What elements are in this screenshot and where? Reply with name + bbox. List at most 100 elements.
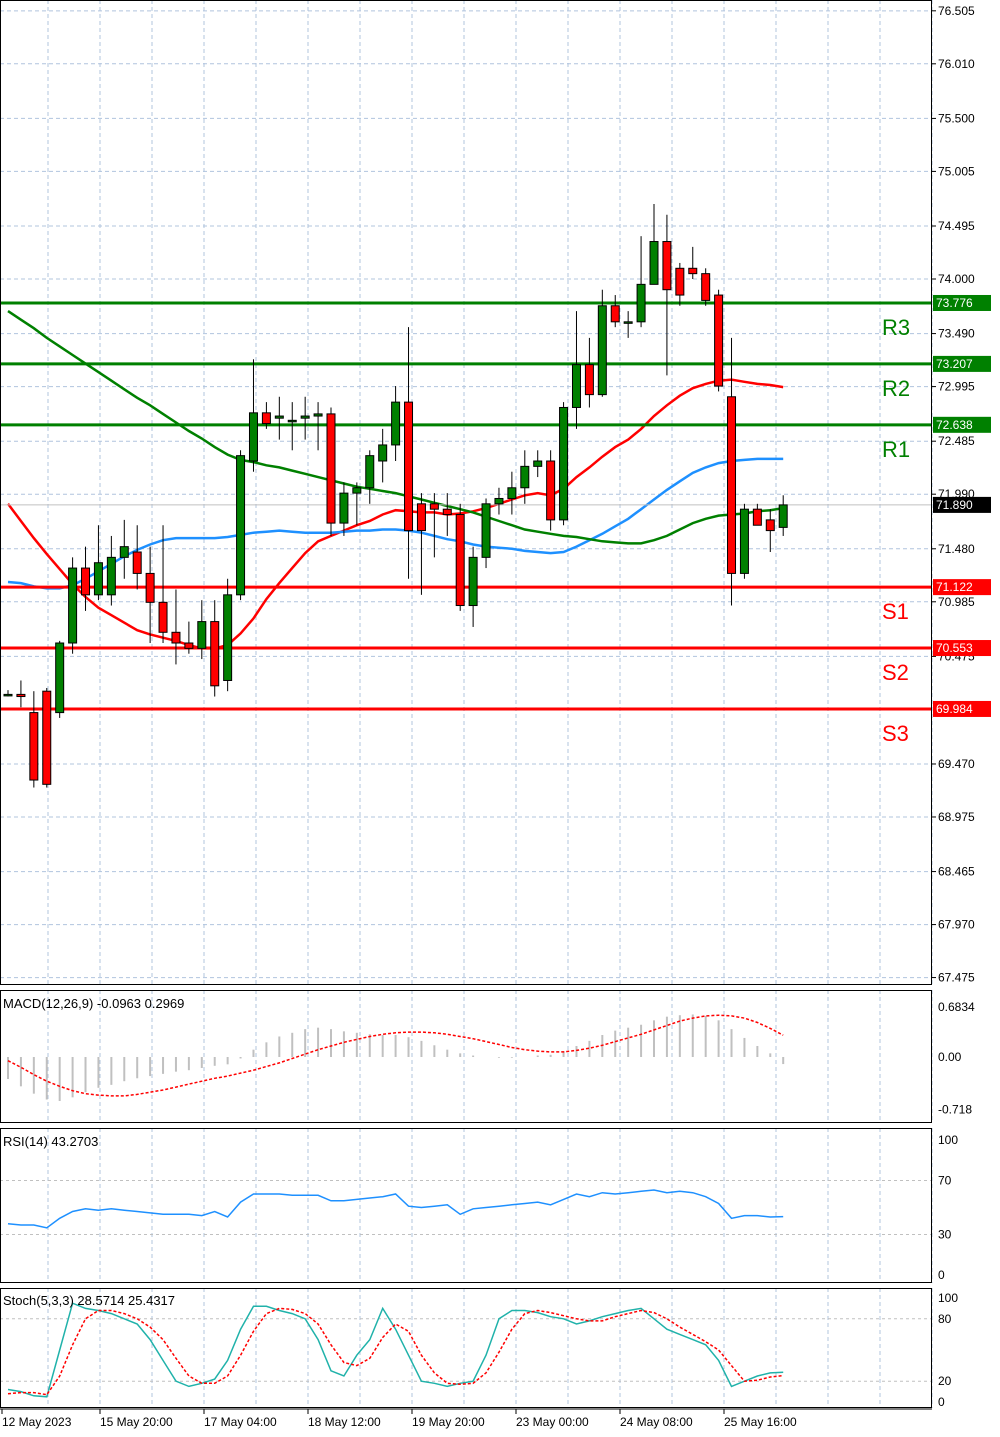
candle[interactable] xyxy=(584,337,594,408)
candle[interactable] xyxy=(533,450,543,478)
candle[interactable] xyxy=(106,535,116,606)
candle[interactable] xyxy=(313,402,323,451)
candle-body-bullish xyxy=(468,556,478,607)
candle[interactable] xyxy=(352,482,362,526)
candle[interactable] xyxy=(571,311,581,429)
panel-frame-stoch xyxy=(0,1288,932,1408)
candle[interactable] xyxy=(636,236,646,328)
macd-label: MACD(12,26,9) -0.0963 0.2969 xyxy=(3,996,184,1011)
candle[interactable] xyxy=(688,246,698,279)
level-label-r1: R1 xyxy=(882,437,910,462)
candle[interactable] xyxy=(378,428,388,483)
candle[interactable] xyxy=(701,268,711,306)
stoch-y-tick: 100 xyxy=(938,1291,958,1305)
price-tag-text-r3: 73.776 xyxy=(936,296,973,310)
candle[interactable] xyxy=(365,450,375,504)
candle[interactable] xyxy=(520,450,530,504)
y-tick-label: 75.005 xyxy=(938,164,975,178)
candle[interactable] xyxy=(29,691,39,788)
x-tick-label: 15 May 20:00 xyxy=(100,1415,173,1429)
candle[interactable] xyxy=(248,359,258,472)
rsi-line xyxy=(7,1189,784,1229)
moving-average-line-3 xyxy=(7,310,784,545)
candle[interactable] xyxy=(16,680,26,708)
candle[interactable] xyxy=(714,289,724,392)
price-tag-s1 xyxy=(933,579,991,596)
price-tag-text-r1: 72.638 xyxy=(936,418,973,432)
candle-body-bullish xyxy=(55,642,65,714)
candle-body-bullish xyxy=(119,546,129,558)
candle[interactable] xyxy=(274,396,284,440)
candle[interactable] xyxy=(481,498,491,569)
candle[interactable] xyxy=(55,640,65,718)
candle-body-bullish xyxy=(68,567,78,644)
y-tick-label: 76.505 xyxy=(938,4,975,18)
candle[interactable] xyxy=(765,509,775,553)
y-tick-label: 68.975 xyxy=(938,810,975,824)
candle[interactable] xyxy=(145,546,155,644)
candle[interactable] xyxy=(42,687,52,788)
panel-frame-main xyxy=(0,0,932,985)
candle[interactable] xyxy=(675,262,685,306)
candle[interactable] xyxy=(93,525,103,601)
candle[interactable] xyxy=(778,495,788,536)
candle[interactable] xyxy=(404,327,414,579)
candle[interactable] xyxy=(81,546,91,611)
candle[interactable] xyxy=(68,557,78,654)
candle[interactable] xyxy=(223,578,233,692)
level-label-r3: R3 xyxy=(882,315,910,340)
candle[interactable] xyxy=(416,493,426,595)
candle[interactable] xyxy=(300,396,310,440)
candle-body-bullish xyxy=(352,487,362,494)
candle-body-bearish xyxy=(727,396,737,574)
candle[interactable] xyxy=(3,690,13,697)
candle-body-bullish xyxy=(93,562,103,596)
candle[interactable] xyxy=(171,589,181,665)
candle[interactable] xyxy=(339,482,349,536)
macd-signal-line xyxy=(7,1014,784,1097)
candle[interactable] xyxy=(287,402,297,451)
candle[interactable] xyxy=(132,525,142,590)
candle[interactable] xyxy=(739,503,749,579)
candle[interactable] xyxy=(326,407,336,536)
candle[interactable] xyxy=(158,525,168,644)
x-tick-label: 25 May 16:00 xyxy=(724,1415,797,1429)
candle[interactable] xyxy=(727,337,737,606)
candle[interactable] xyxy=(546,450,556,531)
y-tick-label: 72.485 xyxy=(938,434,975,448)
plot-area: R3 R2 R1 S1 S2 S3 xyxy=(0,204,932,1398)
rsi-y-tick: 30 xyxy=(938,1228,952,1242)
x-tick-label: 19 May 20:00 xyxy=(412,1415,485,1429)
x-tick-label: 18 May 12:00 xyxy=(308,1415,381,1429)
y-tick-label: 73.490 xyxy=(938,327,975,341)
price-tag-r2 xyxy=(933,355,991,372)
candle-body-bullish xyxy=(559,406,569,521)
candle[interactable] xyxy=(236,450,246,601)
candle[interactable] xyxy=(662,214,672,376)
candle[interactable] xyxy=(649,204,659,285)
candle[interactable] xyxy=(429,493,439,558)
candle[interactable] xyxy=(468,546,478,627)
candle[interactable] xyxy=(507,471,517,515)
candle[interactable] xyxy=(391,386,401,462)
candle[interactable] xyxy=(623,311,633,338)
candle[interactable] xyxy=(210,600,220,697)
candle[interactable] xyxy=(261,402,271,429)
candle-body-bullish xyxy=(378,444,388,462)
candle-body-bearish xyxy=(701,273,711,301)
candle[interactable] xyxy=(442,493,452,536)
candle[interactable] xyxy=(752,503,762,526)
candle[interactable] xyxy=(455,503,465,611)
candle[interactable] xyxy=(597,289,607,397)
candle[interactable] xyxy=(197,600,207,660)
candle-body-bearish xyxy=(416,503,426,532)
candle[interactable] xyxy=(494,487,504,515)
candle[interactable] xyxy=(184,621,194,654)
macd-y-tick: -0.718 xyxy=(938,1103,972,1117)
candle[interactable] xyxy=(119,519,129,579)
y-tick-label: 67.475 xyxy=(938,971,975,985)
candle[interactable] xyxy=(559,402,569,526)
candle[interactable] xyxy=(610,295,620,328)
macd-y-tick: 0.00 xyxy=(938,1050,962,1064)
